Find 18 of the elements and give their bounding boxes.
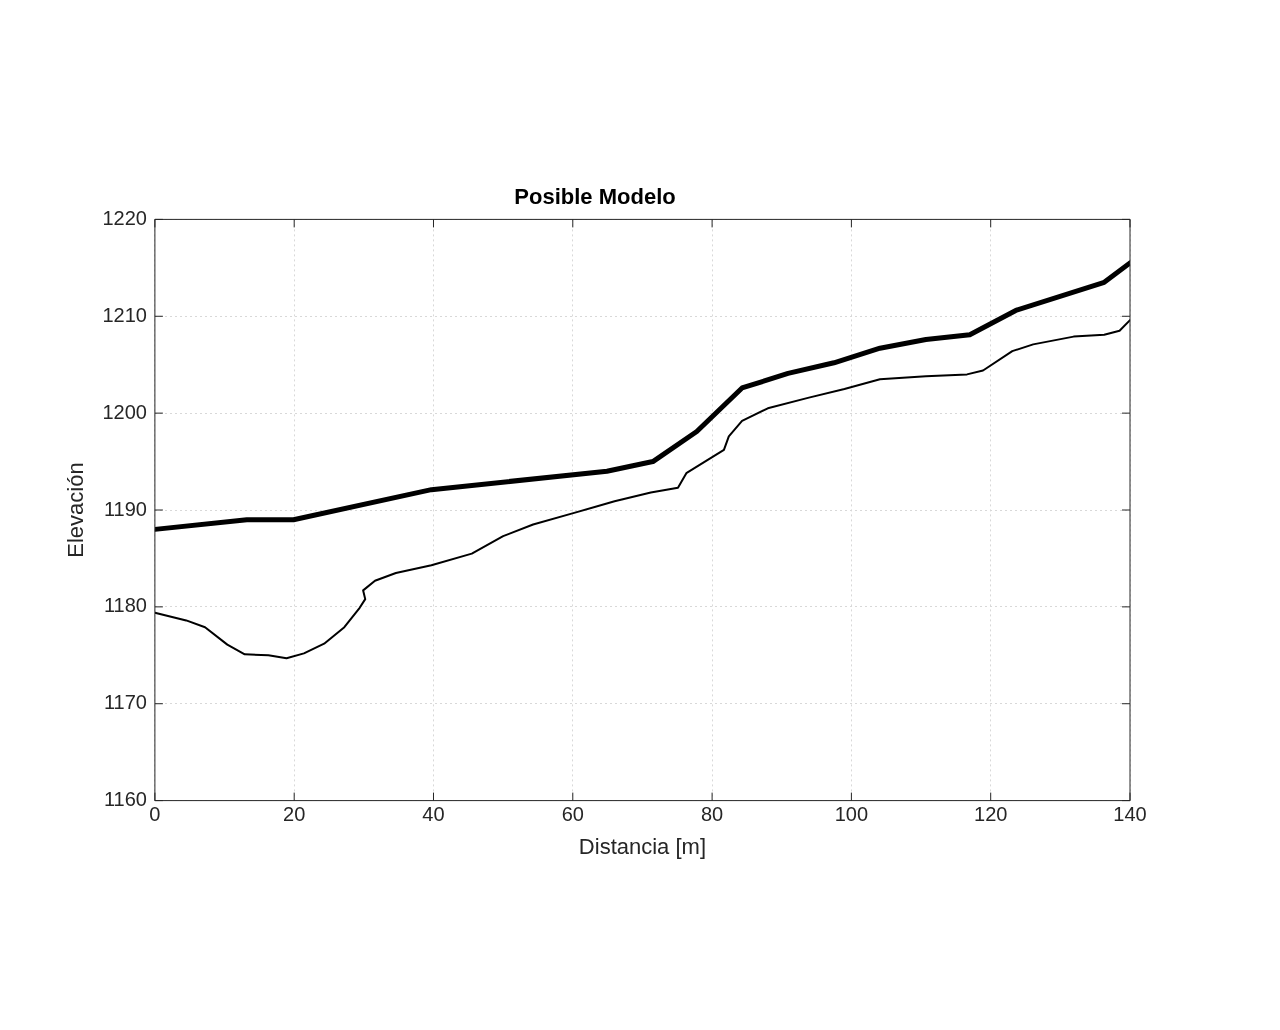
y-tick-label: 1220	[102, 206, 147, 229]
x-tick-label: 120	[974, 803, 1008, 826]
x-axis-title: Distancia [m]	[578, 833, 707, 859]
x-tick-label: 140	[1113, 803, 1147, 826]
y-tick-label: 1180	[103, 594, 147, 617]
x-tick-label: 60	[561, 803, 584, 826]
y-tick-label: 1160	[103, 788, 147, 811]
y-tick-label: 1190	[103, 497, 147, 520]
chart-title: Posible Modelo	[514, 184, 676, 210]
x-tick-label: 80	[700, 803, 724, 826]
y-axis-title: Elevación	[63, 462, 89, 558]
x-tick-label: 100	[834, 803, 869, 826]
x-tick-label: 40	[422, 803, 445, 826]
y-tick-label: 1210	[102, 303, 147, 326]
y-tick-label: 1170	[103, 691, 147, 714]
y-tick-label: 1200	[102, 400, 147, 423]
x-tick-label: 20	[283, 803, 306, 826]
x-tick-label: 0	[149, 803, 161, 826]
